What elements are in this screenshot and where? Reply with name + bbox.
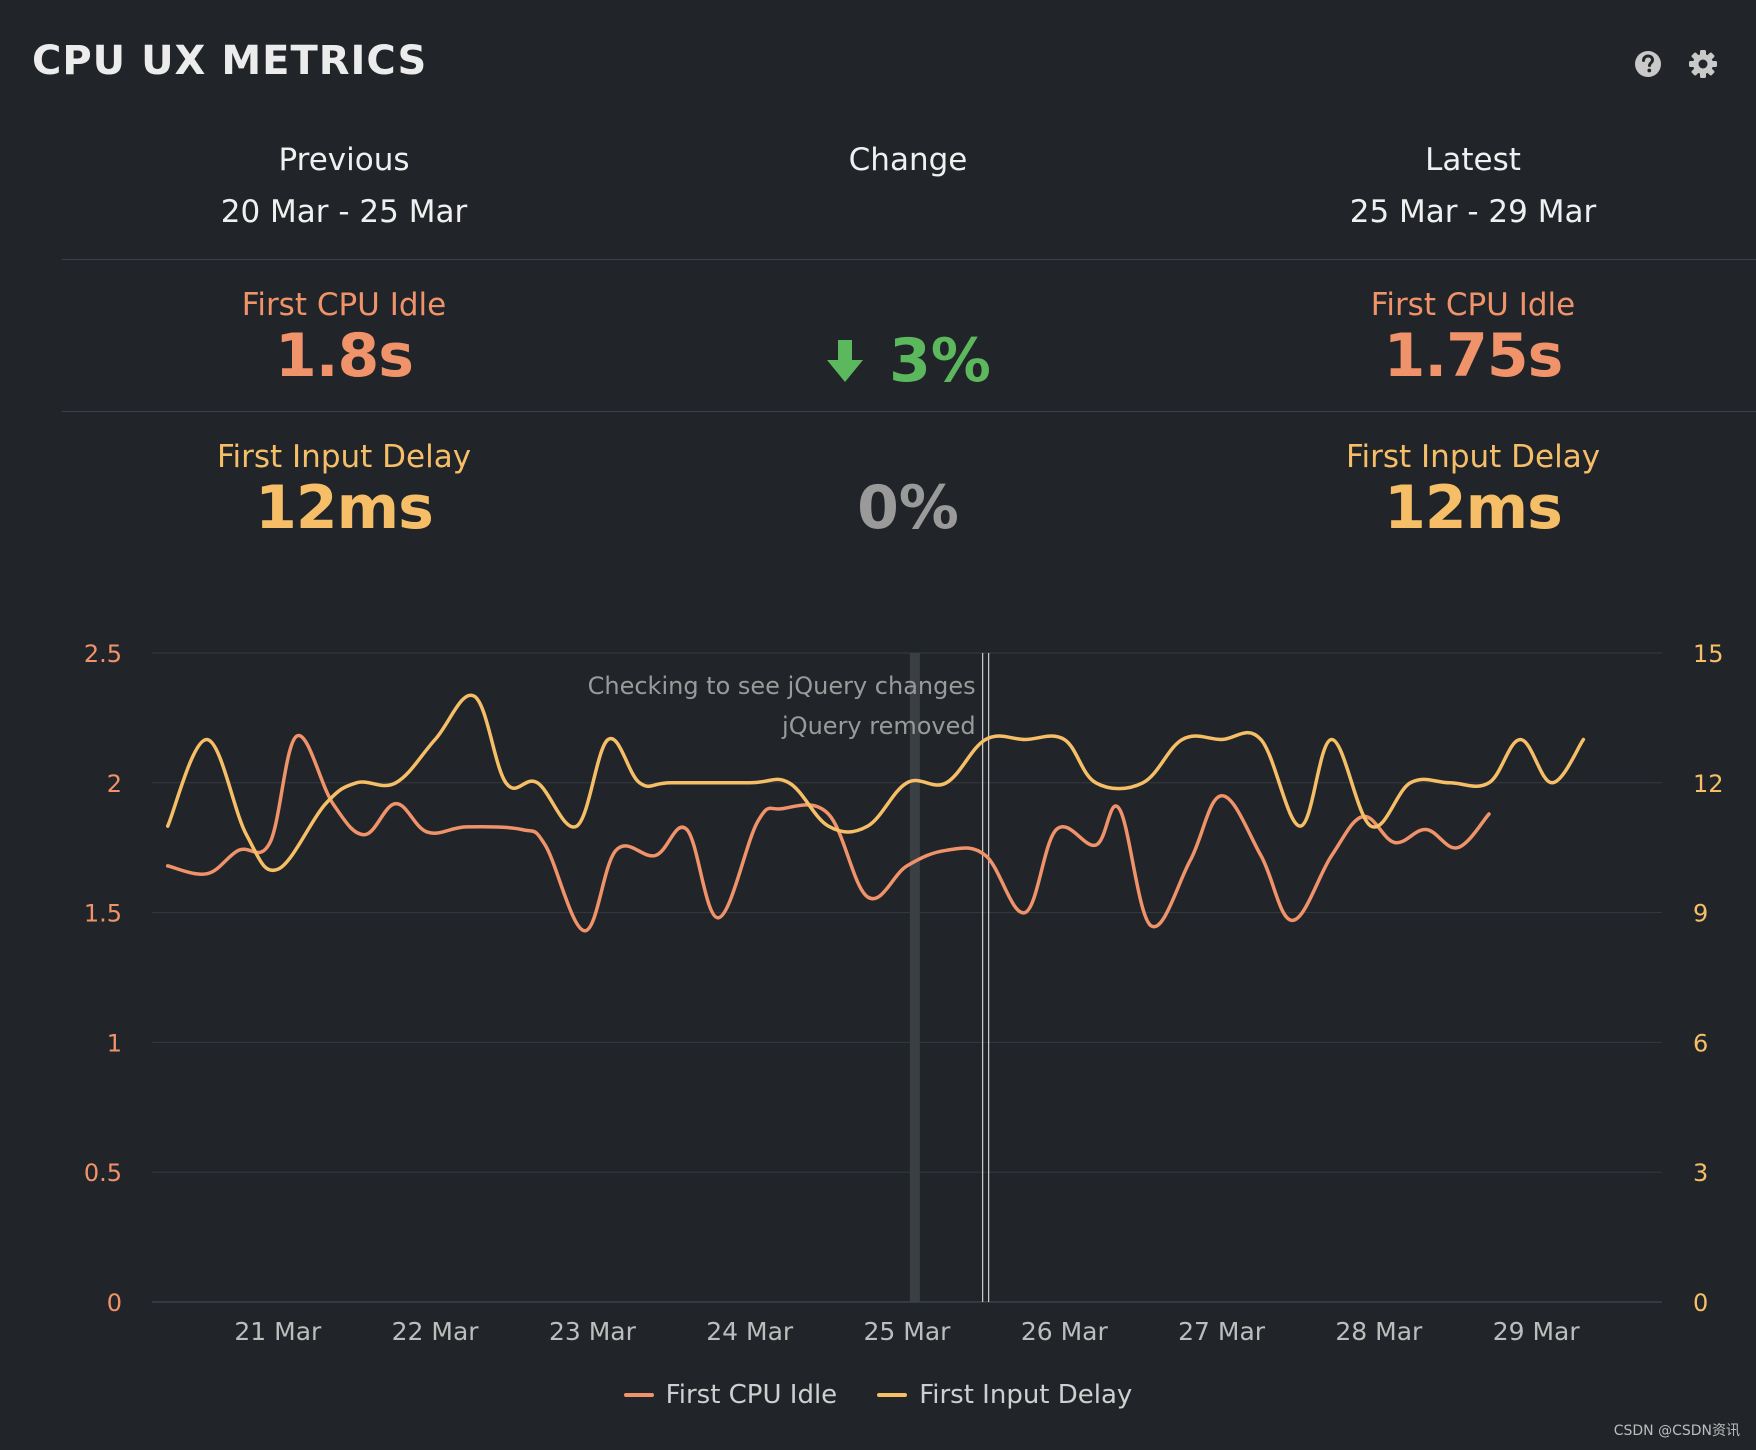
y-left-tick-label: 1 — [107, 1029, 122, 1057]
metric-name: First Input Delay — [216, 439, 472, 475]
divider — [62, 259, 1756, 260]
legend-label: First CPU Idle — [665, 1380, 838, 1410]
annotation-label: jQuery removed — [781, 712, 976, 740]
metrics-chart[interactable]: Checking to see jQuery changes jQuery rem… — [0, 0, 1756, 1360]
latest-cpu-idle: First CPU Idle 1.75s — [1193, 287, 1753, 389]
y-right-tick-label: 9 — [1693, 900, 1708, 928]
divider — [62, 411, 1756, 412]
x-tick-label: 27 Mar — [1178, 1317, 1266, 1346]
y-left-tick-label: 0 — [107, 1289, 122, 1317]
metric-name: First CPU Idle — [241, 287, 447, 323]
change-label: Change — [848, 142, 968, 178]
y-right-tick-label: 3 — [1693, 1159, 1708, 1187]
x-tick-label: 29 Mar — [1493, 1317, 1581, 1346]
x-tick-label: 22 Mar — [392, 1317, 480, 1346]
y-left-tick-label: 0.5 — [84, 1159, 122, 1187]
latest-range: 25 Mar - 29 Mar — [1349, 194, 1597, 230]
change-header: Change — [628, 142, 1188, 178]
metric-name: First CPU Idle — [1370, 287, 1576, 323]
y-right-tick-label: 15 — [1693, 640, 1724, 668]
annotation-label: Checking to see jQuery changes — [588, 672, 976, 700]
gear-icon[interactable] — [1687, 48, 1719, 80]
legend-label: First Input Delay — [919, 1380, 1133, 1410]
arrow-down-icon — [827, 340, 864, 382]
legend-item-first-input-delay[interactable]: First Input Delay — [877, 1380, 1132, 1410]
change-cpu-idle: 3% — [628, 328, 1188, 394]
previous-header: Previous 20 Mar - 25 Mar — [64, 142, 624, 230]
previous-cpu-idle: First CPU Idle 1.8s — [64, 287, 624, 389]
previous-first-input-delay: First Input Delay 12ms — [64, 439, 624, 541]
y-left-tick-label: 2.5 — [84, 640, 122, 668]
y-left-tick-label: 2 — [107, 770, 122, 798]
metric-value: 1.75s — [1383, 321, 1564, 391]
previous-label: Previous — [278, 142, 410, 178]
chart-legend: First CPU Idle First Input Delay — [0, 1380, 1756, 1410]
change-first-input-delay: 0% — [628, 475, 1188, 541]
change-value: 0% — [857, 473, 959, 543]
x-tick-label: 23 Mar — [549, 1317, 637, 1346]
metric-value: 12ms — [255, 473, 434, 543]
previous-range: 20 Mar - 25 Mar — [220, 194, 468, 230]
y-left-tick-label: 1.5 — [84, 900, 122, 928]
legend-swatch — [877, 1393, 908, 1397]
change-value: 3% — [889, 326, 991, 396]
metric-value: 12ms — [1384, 473, 1563, 543]
x-tick-label: 26 Mar — [1021, 1317, 1109, 1346]
latest-label: Latest — [1425, 142, 1521, 178]
x-tick-label: 28 Mar — [1335, 1317, 1423, 1346]
watermark-credit: CSDN @CSDN资讯 — [1613, 1423, 1740, 1439]
metric-name: First Input Delay — [1345, 439, 1601, 475]
x-tick-label: 24 Mar — [706, 1317, 794, 1346]
y-right-tick-label: 0 — [1693, 1289, 1708, 1317]
series-line-first-cpu-idle — [165, 734, 1491, 933]
series-line-first-input-delay — [165, 693, 1586, 873]
legend-swatch — [623, 1393, 654, 1397]
latest-first-input-delay: First Input Delay 12ms — [1193, 439, 1753, 541]
latest-header: Latest 25 Mar - 29 Mar — [1193, 142, 1753, 230]
y-right-tick-label: 6 — [1693, 1029, 1708, 1057]
annotation-band — [909, 653, 920, 1302]
page-title: CPU UX METRICS — [32, 38, 428, 84]
x-tick-label: 21 Mar — [234, 1317, 322, 1346]
help-icon[interactable] — [1632, 48, 1664, 80]
y-right-tick-label: 12 — [1693, 770, 1724, 798]
x-tick-label: 25 Mar — [864, 1317, 952, 1346]
legend-item-cpu-idle[interactable]: First CPU Idle — [623, 1380, 838, 1410]
metric-value: 1.8s — [274, 321, 414, 391]
